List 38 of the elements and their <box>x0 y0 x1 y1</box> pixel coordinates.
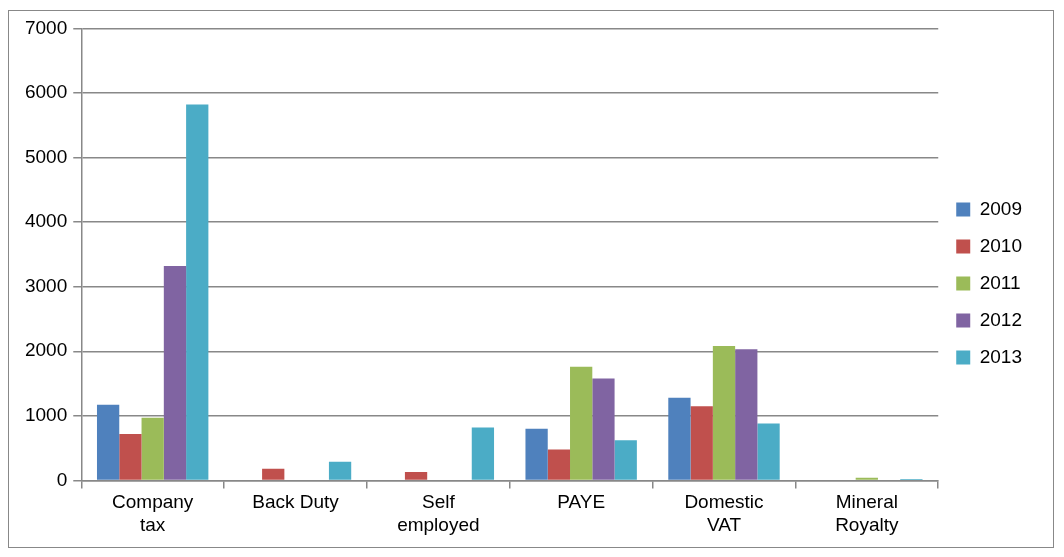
bar <box>141 417 164 480</box>
bar <box>690 406 713 480</box>
x-tick-label: Company tax <box>112 491 194 535</box>
y-tick-label: 7000 <box>24 16 68 38</box>
y-tick-label: 5000 <box>24 145 68 167</box>
bar <box>570 366 593 480</box>
legend-label: 2009 <box>979 197 1023 219</box>
bar <box>163 266 187 480</box>
bar <box>735 349 758 480</box>
x-tick-label: Domestic VAT <box>684 491 764 535</box>
y-tick-label: 6000 <box>24 81 68 103</box>
bar <box>119 433 142 480</box>
bar <box>262 468 285 480</box>
bar <box>592 378 615 480</box>
x-tick-label: PAYE <box>557 491 606 513</box>
legend-label: 2011 <box>979 271 1021 293</box>
x-tick-label: Back Duty <box>252 491 340 513</box>
y-tick-label: 0 <box>56 468 68 490</box>
y-tick-label: 4000 <box>24 210 68 232</box>
bar <box>757 423 780 480</box>
bar <box>614 440 637 480</box>
bar <box>328 461 352 480</box>
x-tick-label: Self employed <box>397 491 480 535</box>
bar <box>471 427 495 480</box>
y-tick-label: 3000 <box>24 274 68 296</box>
bar <box>404 472 428 480</box>
x-tick-label: Mineral Royalty <box>835 491 899 535</box>
bar <box>186 104 209 480</box>
y-tick-label: 1000 <box>24 404 68 426</box>
legend-label: 2013 <box>979 345 1023 367</box>
bar <box>668 397 691 480</box>
bar <box>525 428 548 480</box>
y-tick-label: 2000 <box>24 339 68 361</box>
bar <box>96 404 120 480</box>
bar <box>712 346 736 480</box>
bar <box>547 449 571 480</box>
legend-label: 2012 <box>979 308 1023 330</box>
legend-label: 2010 <box>979 234 1023 256</box>
